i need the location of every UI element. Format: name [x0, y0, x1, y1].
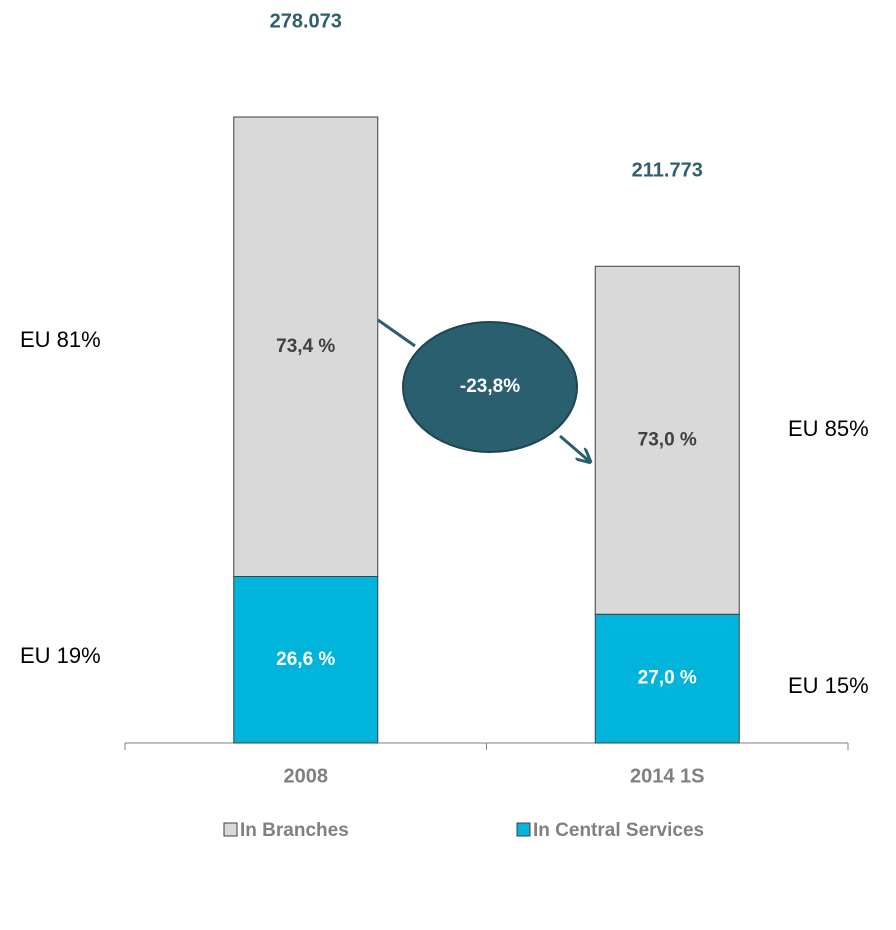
change-label: -23,8%: [460, 376, 520, 397]
legend-label: In Branches: [240, 820, 349, 841]
change-bubble: [402, 321, 578, 453]
total-label: 278.073: [270, 10, 342, 32]
annotation: EU 19%: [20, 643, 101, 668]
x-tick-label: 2008: [284, 765, 329, 787]
bar-segment: [594, 613, 740, 744]
annotation: EU 81%: [20, 327, 101, 352]
legend-swatch: [516, 822, 531, 837]
annotation: EU 85%: [788, 416, 869, 441]
x-tick-label: 2014 1S: [630, 765, 705, 787]
arrow-line: [377, 318, 416, 348]
legend-label: In Central Services: [533, 820, 704, 841]
annotation: EU 15%: [788, 673, 869, 698]
bar-segment: [233, 575, 379, 744]
segment-label: 73,0 %: [638, 429, 697, 450]
bar-segment: [594, 265, 740, 615]
segment-label: 73,4 %: [276, 336, 335, 357]
arrow-line: [559, 434, 589, 461]
total-label: 211.773: [632, 160, 703, 182]
bar-segment: [233, 116, 379, 577]
legend-swatch: [223, 822, 238, 837]
segment-label: 26,6 %: [276, 649, 335, 670]
segment-label: 27,0 %: [638, 668, 697, 689]
